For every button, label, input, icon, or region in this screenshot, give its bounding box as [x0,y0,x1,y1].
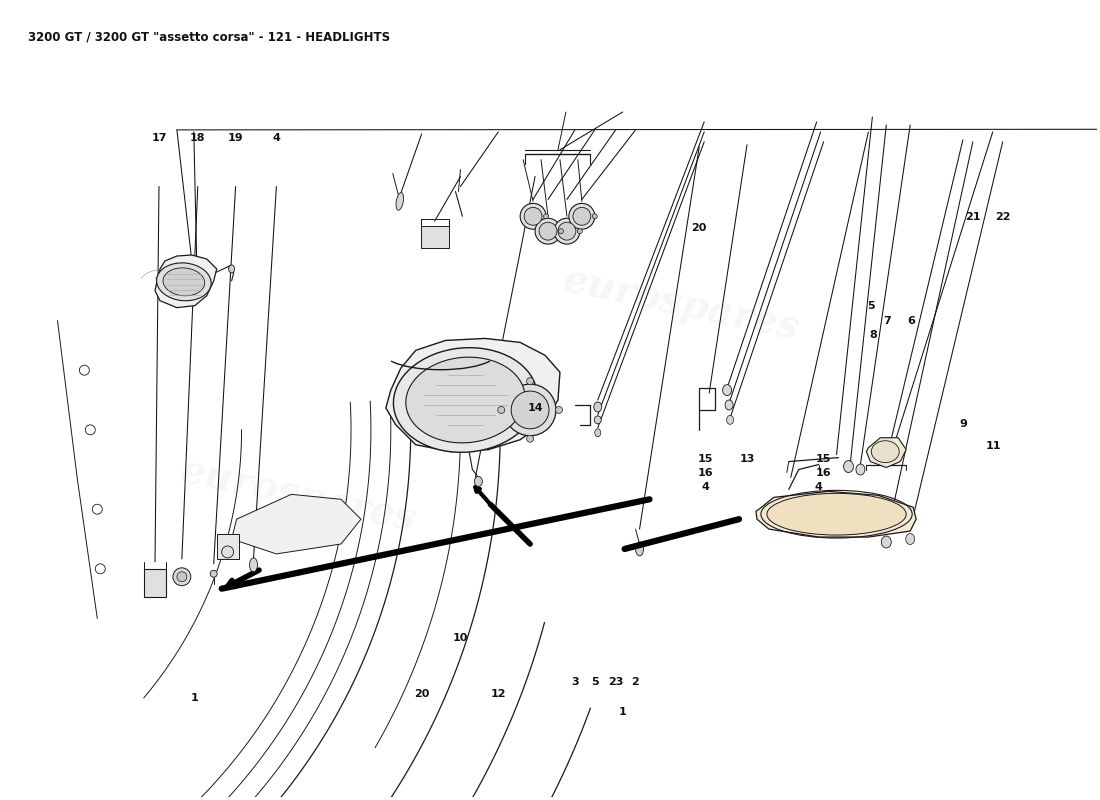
Ellipse shape [163,268,205,296]
Bar [420,226,449,248]
Ellipse shape [222,546,233,558]
Ellipse shape [636,542,644,556]
Ellipse shape [210,570,217,578]
Text: 9: 9 [960,419,968,429]
Text: 12: 12 [491,689,506,699]
Ellipse shape [543,214,549,218]
Ellipse shape [524,207,542,226]
Ellipse shape [592,214,597,218]
Text: 7: 7 [883,315,891,326]
Text: eurospares: eurospares [177,452,420,539]
Ellipse shape [871,441,899,462]
Text: 3200 GT / 3200 GT "assetto corsa" - 121 - HEADLIGHTS: 3200 GT / 3200 GT "assetto corsa" - 121 … [28,30,389,43]
Polygon shape [386,338,560,452]
Ellipse shape [569,203,595,229]
Ellipse shape [498,406,505,414]
Text: 11: 11 [986,441,1001,451]
Text: 17: 17 [152,133,167,143]
Ellipse shape [558,222,576,240]
Bar [217,534,239,559]
Ellipse shape [595,429,601,437]
Ellipse shape [856,464,865,475]
Polygon shape [155,255,217,308]
Ellipse shape [229,265,234,273]
Ellipse shape [539,222,557,240]
Ellipse shape [177,572,187,582]
Ellipse shape [474,477,482,486]
Ellipse shape [504,384,556,436]
Ellipse shape [723,385,732,395]
Text: eurospares: eurospares [560,261,803,348]
Text: 14: 14 [528,403,543,413]
Ellipse shape [520,203,546,229]
Ellipse shape [79,366,89,375]
Ellipse shape [559,229,563,234]
Polygon shape [867,438,906,467]
Text: 15: 15 [697,454,713,464]
Ellipse shape [554,218,580,244]
Text: 22: 22 [996,212,1011,222]
Ellipse shape [527,378,534,385]
Text: 5: 5 [591,677,598,687]
Text: 16: 16 [697,468,713,478]
Text: 15: 15 [816,454,832,464]
Ellipse shape [905,534,914,545]
Text: 4: 4 [702,482,710,492]
Text: 10: 10 [452,634,468,643]
Text: 13: 13 [739,454,755,464]
Ellipse shape [406,357,525,443]
Text: 3: 3 [571,677,579,687]
Text: 2: 2 [631,677,639,687]
Text: 20: 20 [691,222,706,233]
Ellipse shape [556,406,562,414]
Ellipse shape [394,348,538,452]
Ellipse shape [527,435,534,442]
Ellipse shape [573,207,591,226]
Text: 5: 5 [867,302,875,311]
Text: 1: 1 [190,693,198,703]
Bar [144,569,166,597]
Ellipse shape [727,415,734,424]
Ellipse shape [594,402,602,412]
Polygon shape [756,491,916,537]
Polygon shape [232,494,361,554]
Ellipse shape [512,391,549,429]
Ellipse shape [881,536,891,548]
Ellipse shape [396,193,404,210]
Ellipse shape [250,558,257,572]
Ellipse shape [594,416,602,424]
Ellipse shape [767,494,906,535]
Text: 20: 20 [415,689,430,699]
Ellipse shape [96,564,106,574]
Text: 1: 1 [618,707,626,718]
Text: 19: 19 [228,133,244,143]
Text: 21: 21 [965,212,980,222]
Ellipse shape [86,425,96,434]
Ellipse shape [156,263,211,301]
Ellipse shape [725,400,733,410]
Ellipse shape [578,229,582,234]
Text: 23: 23 [608,677,624,687]
Text: 8: 8 [869,330,877,340]
Ellipse shape [92,504,102,514]
Ellipse shape [173,568,190,586]
Text: 16: 16 [816,468,832,478]
Text: 18: 18 [190,133,206,143]
Text: 4: 4 [273,133,280,143]
Text: 4: 4 [814,482,822,492]
Ellipse shape [844,461,854,473]
Text: 6: 6 [908,315,915,326]
Ellipse shape [535,218,561,244]
